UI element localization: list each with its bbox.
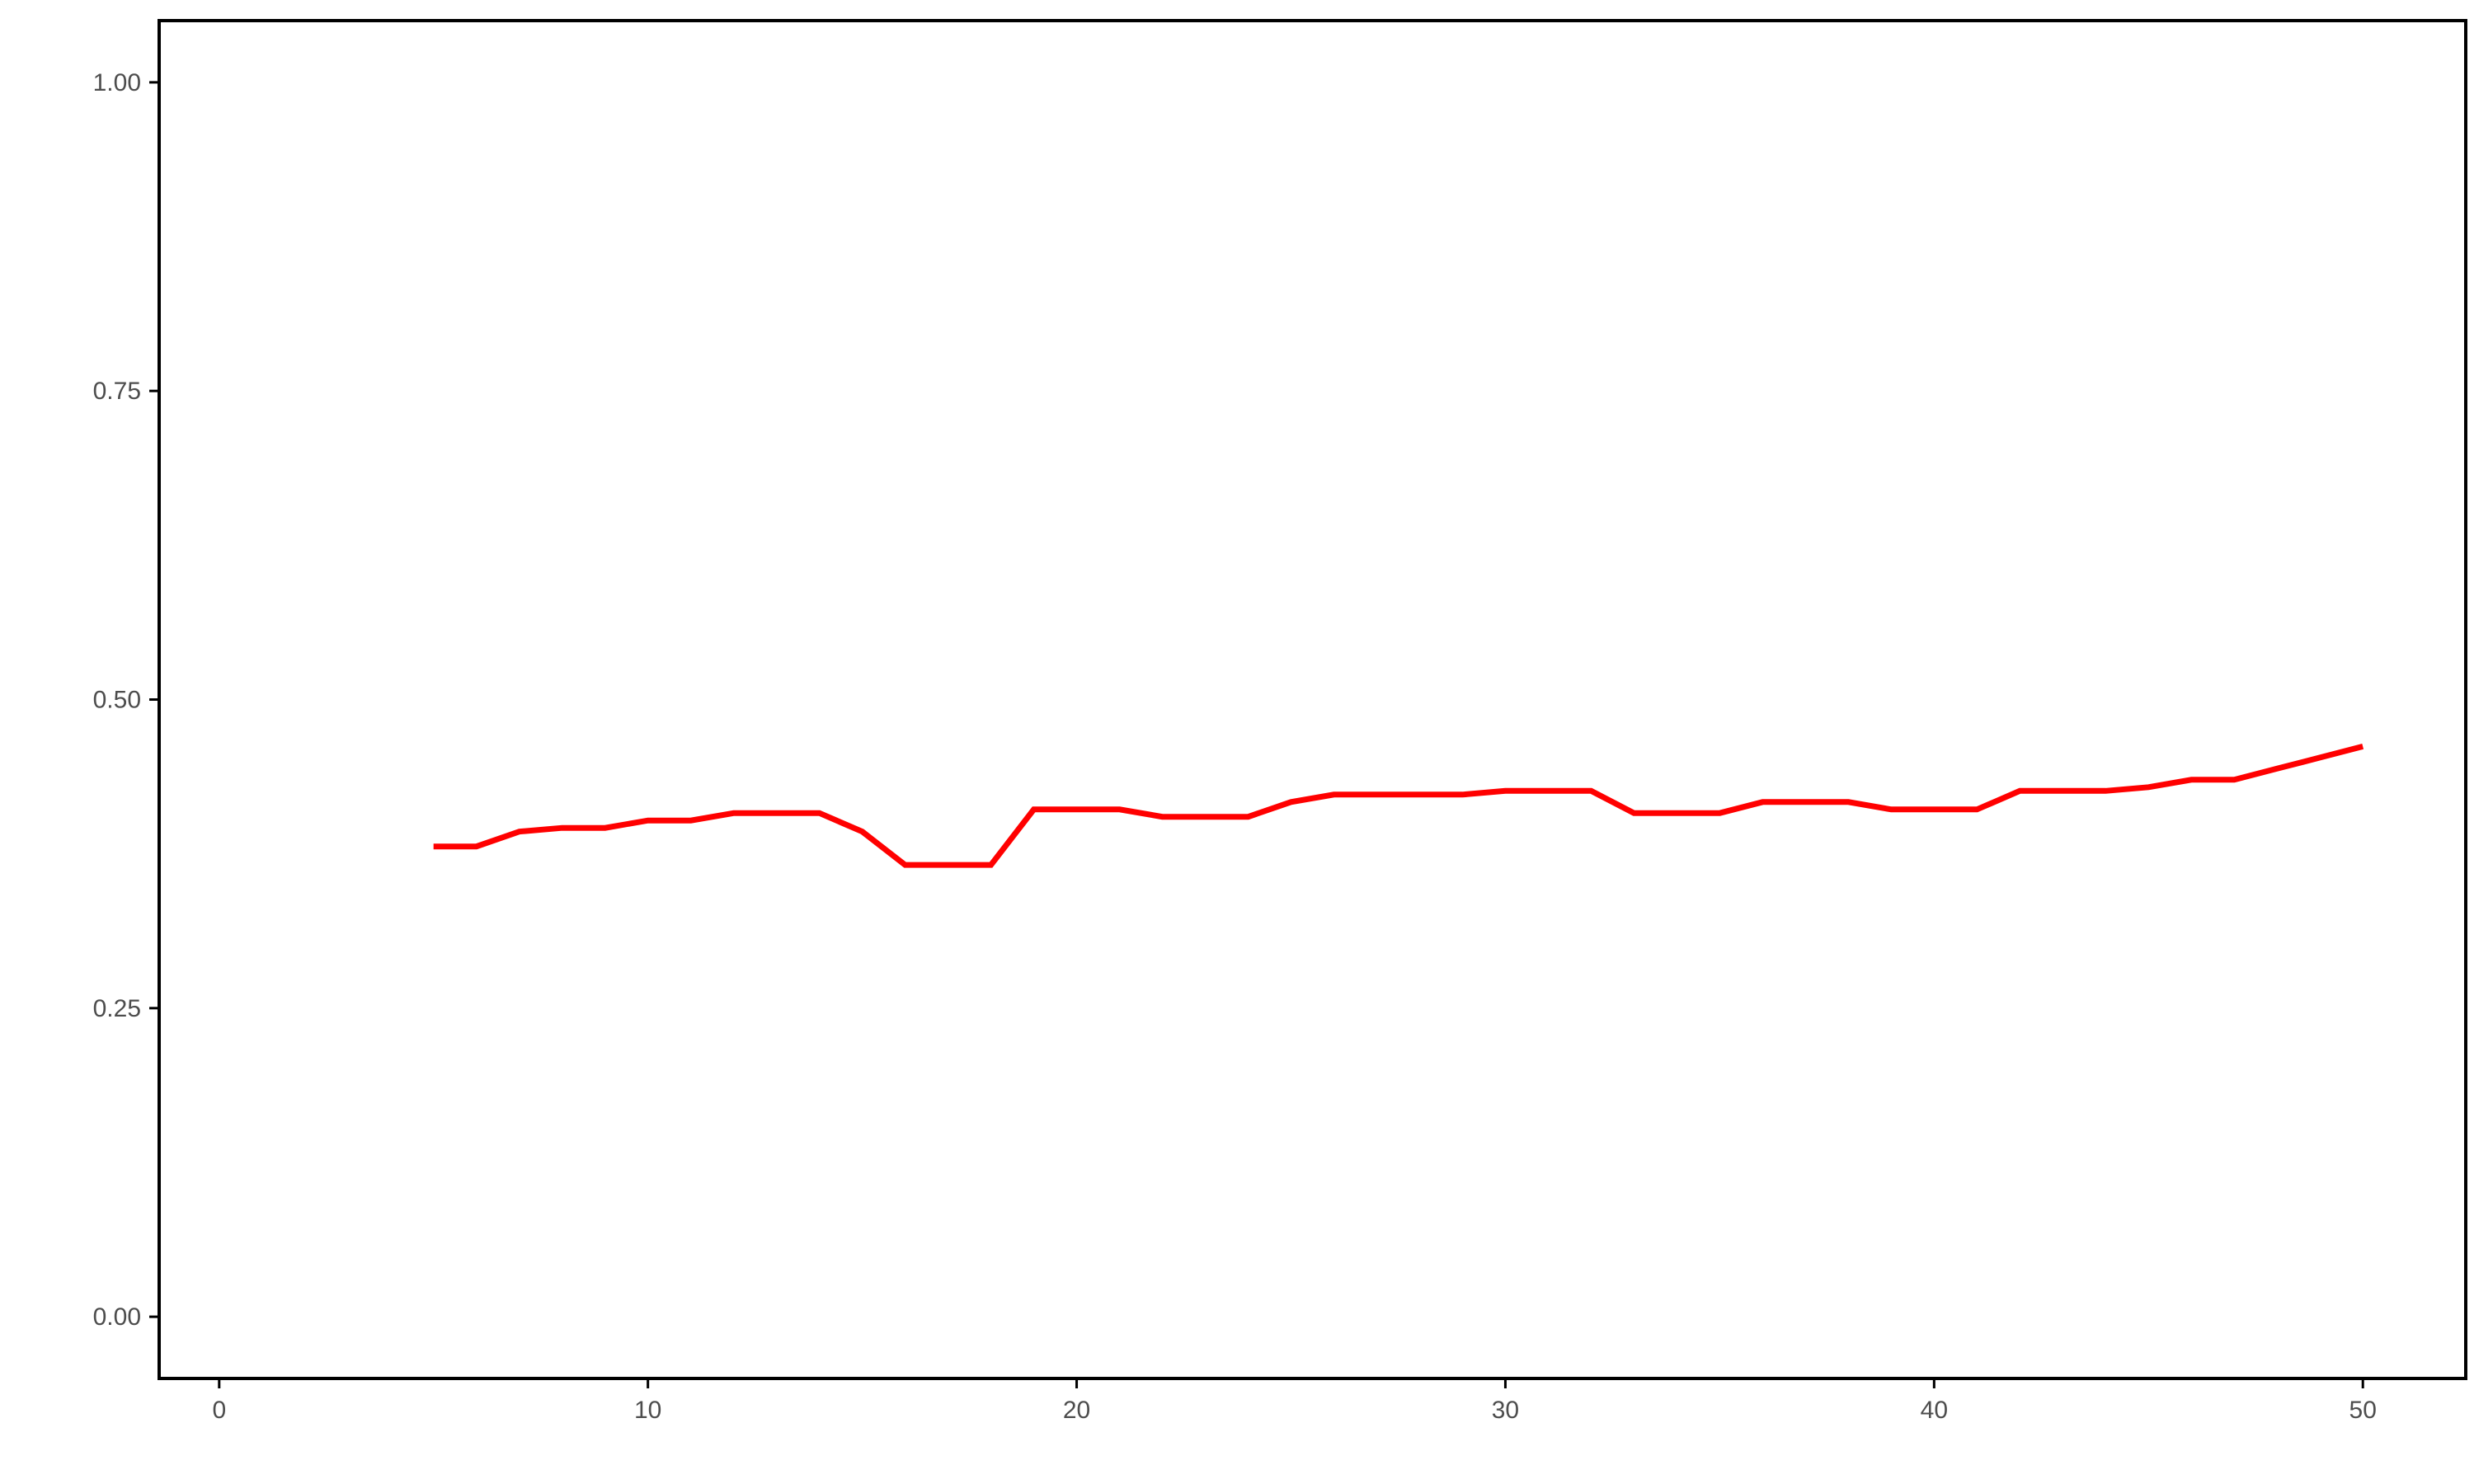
x-tick-label: 0 [212,1397,226,1424]
x-tick-label: 20 [1063,1397,1090,1424]
x-tick-label: 50 [2349,1397,2377,1424]
series-line-0 [433,744,2364,868]
y-tick-label: 0.50 [93,687,141,714]
x-tick-label: 10 [634,1397,661,1424]
x-axis: 0 10 20 30 40 50 [212,1378,2377,1424]
x-tick-label: 30 [1492,1397,1519,1424]
y-tick-label: 0.25 [93,995,141,1022]
plot-panel-border [158,19,2467,1380]
x-tick-label: 40 [1921,1397,1948,1424]
y-axis: 0.00 0.25 0.50 0.75 1.00 [93,69,159,1331]
series-layer [433,744,2364,868]
y-tick-label: 0.75 [93,378,141,405]
y-tick-label: 0.00 [93,1303,141,1331]
y-tick-label: 1.00 [93,69,141,96]
